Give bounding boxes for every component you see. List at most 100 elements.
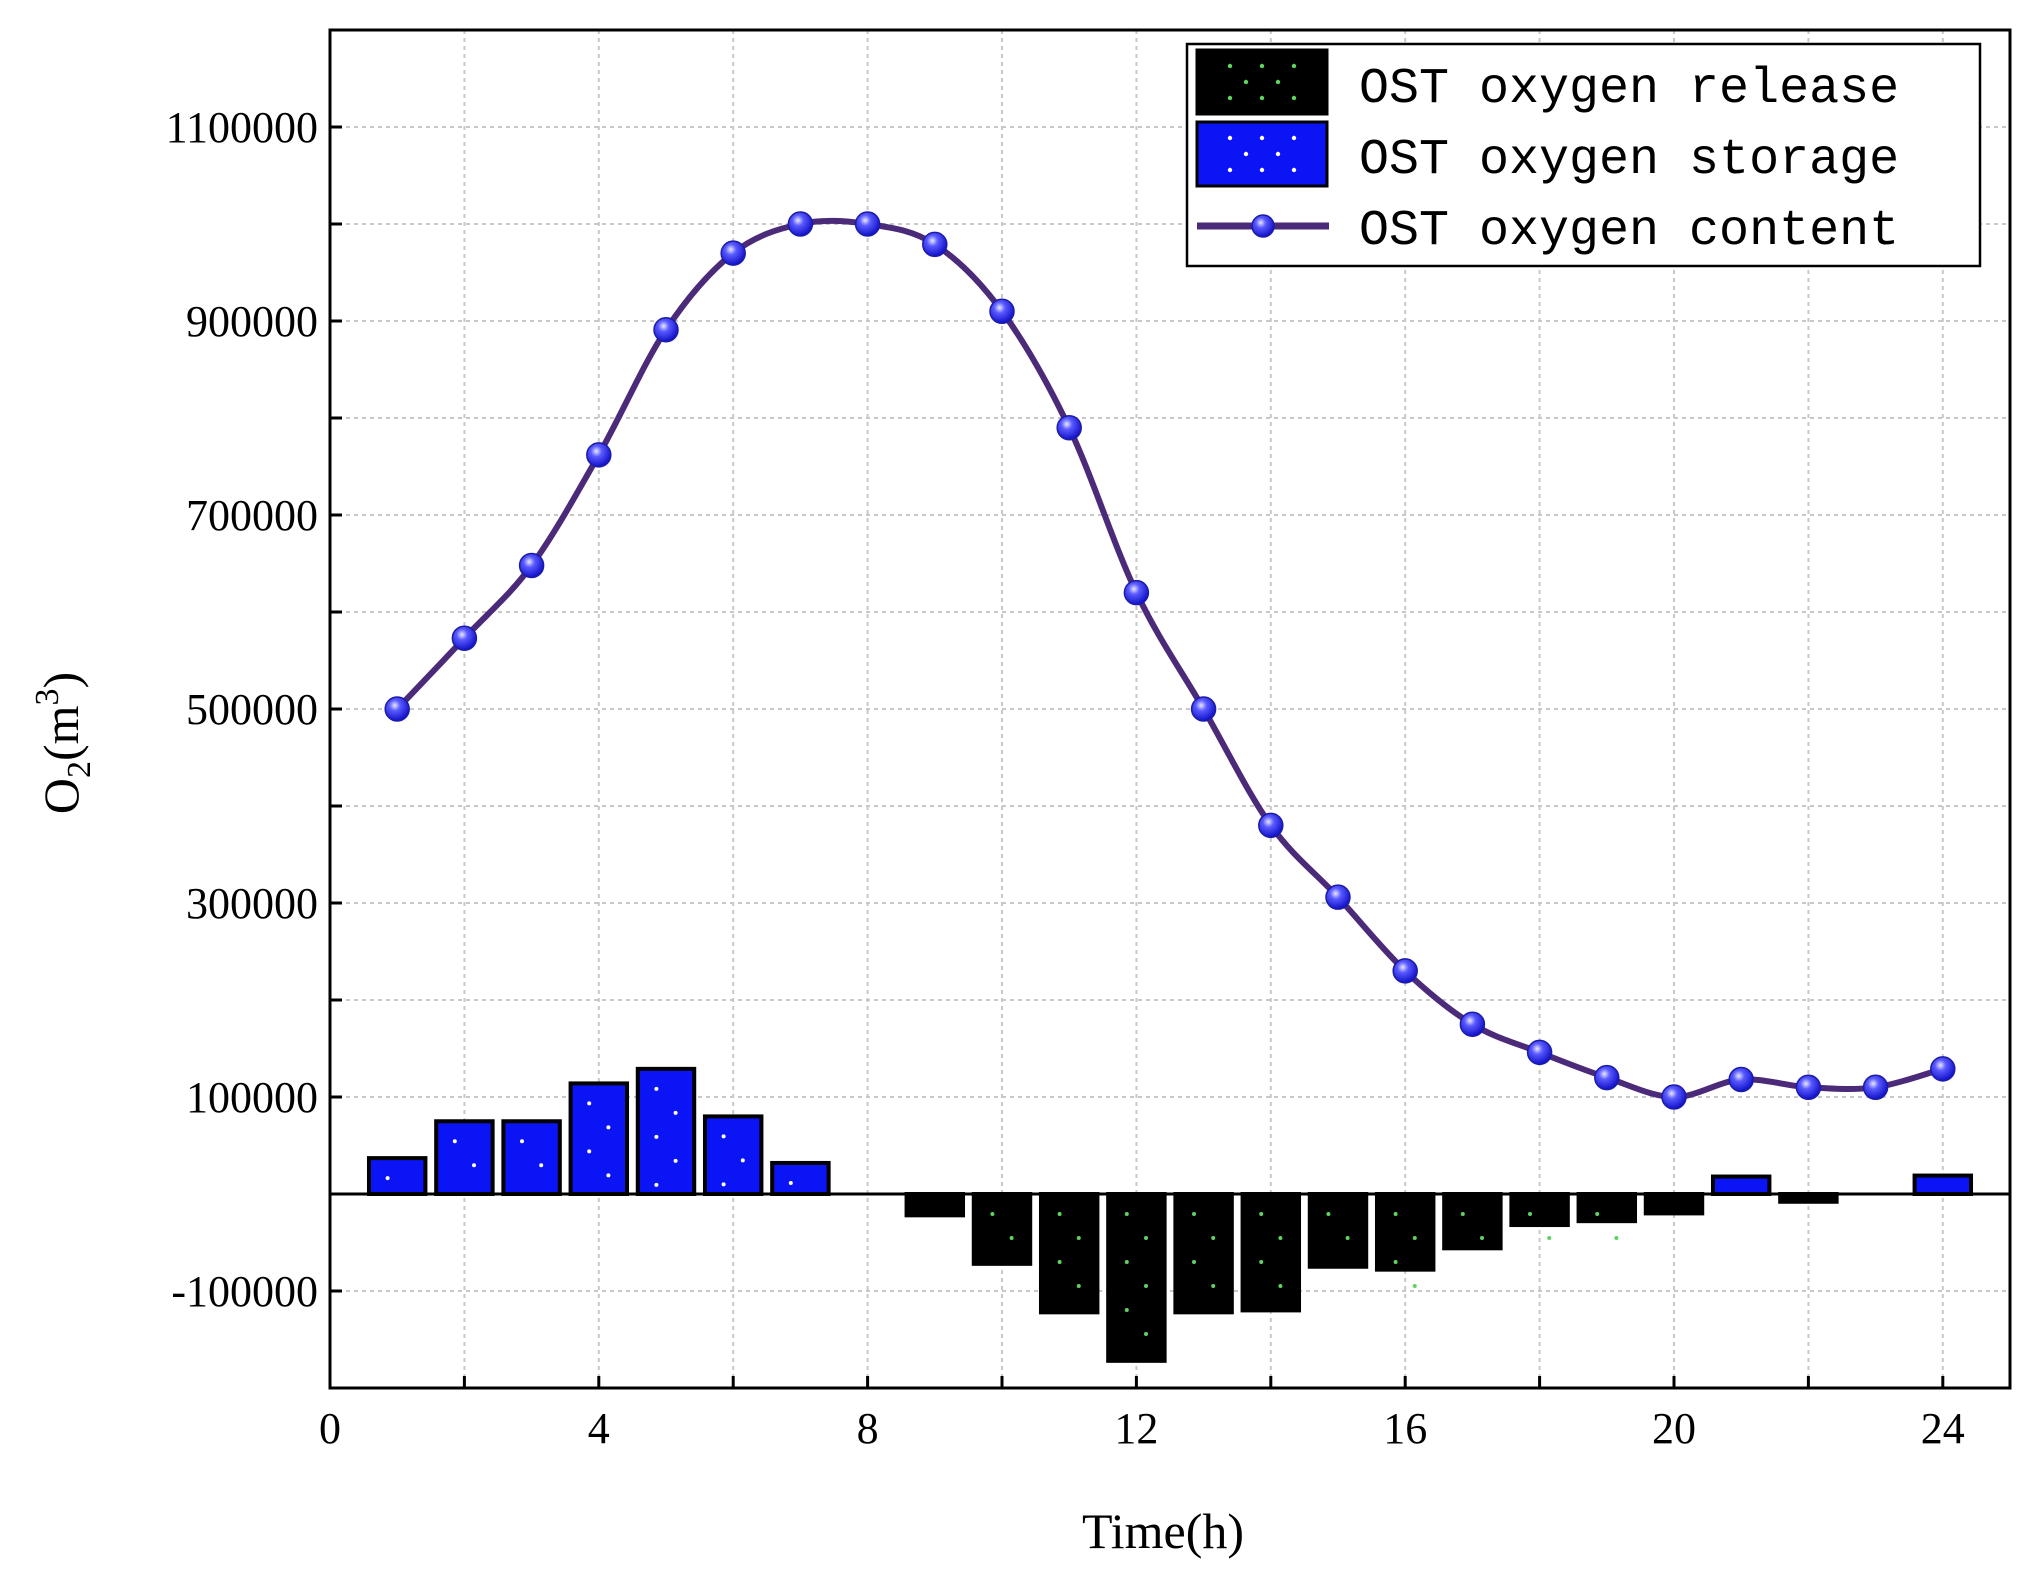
storage-bar-dot [654, 1134, 659, 1139]
storage-bar-dot [587, 1101, 592, 1106]
release-bar-dot [1076, 1236, 1081, 1240]
storage-bar [1710, 1174, 1772, 1197]
y-tick-label: 500000 [186, 685, 318, 734]
release-bar-dot [1124, 1260, 1129, 1264]
storage-bar-dot [385, 1176, 390, 1181]
content-point [653, 316, 679, 343]
release-bar-dot [1460, 1212, 1465, 1216]
content-point [1728, 1066, 1754, 1093]
release-bar [1509, 1192, 1570, 1228]
release-bar [1374, 1192, 1436, 1272]
release-bar-dot [1143, 1332, 1148, 1336]
bar-layer [366, 1066, 1974, 1363]
release-bar-dot [1009, 1236, 1014, 1240]
release-bar-dot [1192, 1260, 1197, 1264]
storage-bar-dot [673, 1158, 678, 1163]
storage-bar-dot [721, 1182, 726, 1187]
legend-release-dot [1259, 95, 1265, 101]
content-point [1123, 579, 1150, 606]
y-tick-label: -100000 [171, 1267, 318, 1316]
storage-bar-dot [606, 1173, 611, 1178]
y-tick-label: 700000 [186, 491, 318, 540]
legend-storage-dot [1275, 151, 1281, 157]
storage-bar [434, 1119, 495, 1196]
release-bar-dot [1393, 1212, 1398, 1216]
release-bar [1038, 1192, 1100, 1315]
release-bar-dot [1057, 1260, 1062, 1264]
storage-bar-dot [654, 1182, 659, 1187]
legend-storage-dot [1243, 151, 1249, 157]
content-point [1930, 1056, 1956, 1082]
x-tick-label: 8 [857, 1404, 879, 1453]
content-point [1190, 696, 1217, 722]
content-point [1795, 1074, 1822, 1101]
x-tick-label: 0 [319, 1404, 341, 1453]
release-bar [1106, 1192, 1167, 1363]
legend-release-dot [1291, 63, 1297, 69]
release-bar-dot [1211, 1284, 1216, 1288]
content-point [1325, 884, 1351, 910]
legend-dots-release [1227, 63, 1297, 101]
storage-bar [702, 1114, 764, 1197]
x-tick-label: 12 [1114, 1404, 1158, 1453]
release-bar [1576, 1192, 1638, 1224]
y-tick-label: 300000 [186, 879, 318, 928]
release-bar-dot [1259, 1212, 1264, 1216]
legend-storage-dot [1227, 135, 1233, 141]
content-point [854, 211, 881, 237]
storage-bar-dot [807, 1204, 812, 1209]
content-point [922, 231, 948, 258]
release-bar-dot [1393, 1260, 1398, 1264]
line-layer [384, 211, 1956, 1110]
x-tick-label: 16 [1383, 1404, 1427, 1453]
storage-bar-dot [606, 1125, 611, 1130]
release-bar-dot [1547, 1236, 1552, 1240]
legend-label-storage: OST oxygen storage [1359, 132, 1899, 189]
x-tick-label: 20 [1652, 1404, 1696, 1453]
storage-bar [635, 1066, 697, 1196]
content-point [1526, 1039, 1553, 1066]
legend-label-release: OST oxygen release [1359, 61, 1899, 118]
storage-bar-dot [471, 1163, 476, 1168]
release-bar-dot [1211, 1236, 1216, 1240]
y-axis-title-superscript: 3 [29, 689, 66, 706]
legend-storage-dot [1291, 167, 1297, 173]
content-point [1392, 958, 1418, 984]
legend: OST oxygen release OST oxygen storage OS… [1185, 42, 1982, 268]
legend-label-content: OST oxygen content [1359, 203, 1899, 260]
x-tick-label: 4 [588, 1404, 610, 1453]
release-bar-dot [1192, 1212, 1197, 1216]
content-point [1459, 1011, 1486, 1037]
storage-bar [501, 1119, 562, 1196]
release-bar-dot [1076, 1284, 1081, 1288]
x-axis-title: Time(h) [1082, 1503, 1244, 1559]
legend-storage-dot [1259, 135, 1265, 141]
legend-release-dot [1227, 63, 1233, 69]
release-bar-dot [1278, 1284, 1283, 1288]
release-bar-dot [990, 1212, 995, 1216]
legend-release-dot [1275, 79, 1281, 85]
legend-release-dot [1259, 63, 1265, 69]
release-bar-dot [1057, 1212, 1062, 1216]
release-bar-dot [1124, 1308, 1129, 1312]
legend-storage-dot [1291, 135, 1297, 141]
content-point [989, 298, 1015, 325]
release-bar-dot [1412, 1236, 1417, 1240]
y-axis-title-base: O [33, 778, 89, 814]
y-axis-title-subscript: 2 [61, 761, 98, 778]
legend-marker-content [1251, 214, 1275, 238]
content-point [720, 240, 746, 266]
release-bar-dot [1143, 1236, 1148, 1240]
content-point [1056, 414, 1082, 441]
release-bar-dot [1259, 1260, 1264, 1264]
storage-bar-dot [721, 1134, 726, 1139]
storage-bar-dot [587, 1149, 592, 1154]
release-bar-dot [1278, 1236, 1283, 1240]
content-point [518, 552, 545, 579]
y-tick-label: 1100000 [166, 103, 318, 152]
release-bar [904, 1192, 966, 1218]
y-tick-label: 100000 [186, 1073, 318, 1122]
content-point [451, 625, 478, 651]
release-bar-dot [1595, 1212, 1600, 1216]
content-point [1661, 1084, 1687, 1110]
